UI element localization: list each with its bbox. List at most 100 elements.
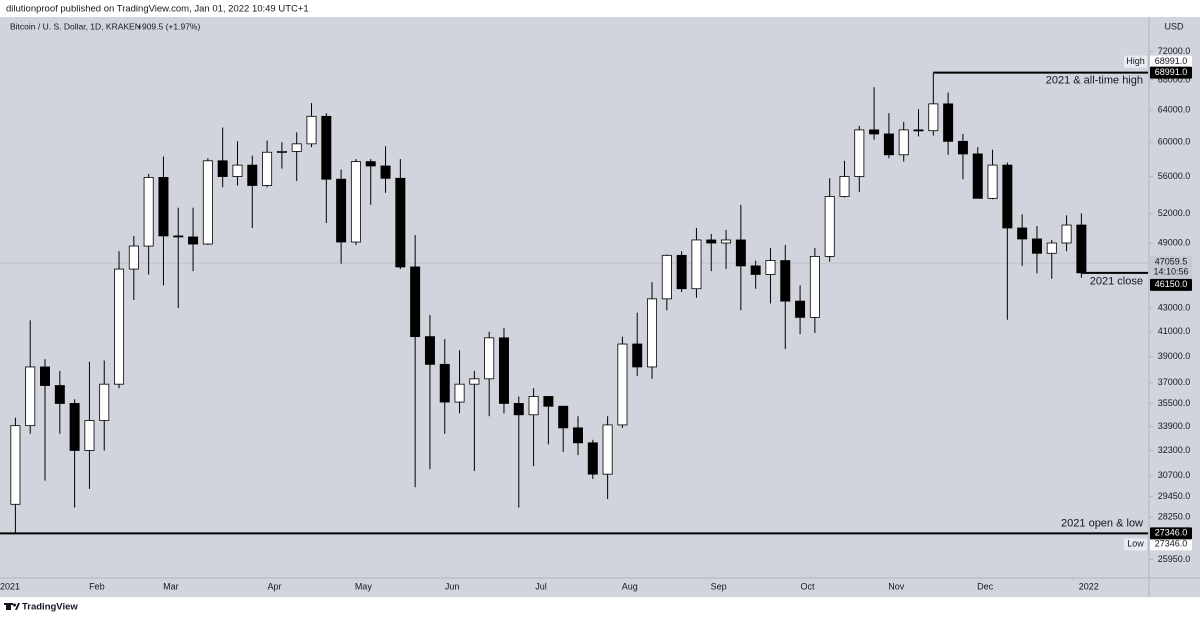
y-tick-label: 39000.0: [1158, 351, 1191, 361]
y-tick-label: 43000.0: [1158, 302, 1191, 312]
candle-body: [869, 129, 880, 135]
candle-body: [276, 150, 287, 153]
candle-body: [40, 366, 51, 386]
candle-body: [291, 143, 302, 152]
candle-body: [913, 129, 924, 132]
candle-body: [809, 255, 820, 318]
y-tick-label: 33900.0: [1158, 421, 1191, 431]
candle-body: [114, 268, 125, 385]
x-tick-label: Jun: [445, 581, 460, 591]
candle-body: [987, 164, 998, 199]
candle-body: [350, 161, 361, 243]
marker-value: 68991.0: [1155, 56, 1188, 66]
x-tick-label: Nov: [888, 581, 905, 591]
candle-body: [128, 245, 139, 270]
level-value-box: [1150, 527, 1192, 540]
x-tick-label: Feb: [89, 581, 105, 591]
x-tick-label: 2022: [1079, 581, 1099, 591]
x-tick-label: Sep: [711, 581, 727, 591]
candles: [10, 72, 1087, 534]
marker-value-box: [1150, 55, 1192, 68]
y-tick-label: 56000.0: [1158, 171, 1191, 181]
candle-body: [617, 343, 628, 426]
candle-body: [232, 164, 243, 177]
candle-body: [306, 115, 317, 145]
candle-body: [1046, 242, 1057, 254]
candle-body: [365, 161, 376, 167]
candle-body: [632, 343, 643, 368]
candle-body: [202, 160, 213, 245]
x-tick-label: Mar: [163, 581, 179, 591]
x-tick-label: Jul: [535, 581, 547, 591]
candle-body: [498, 337, 509, 404]
candle-body: [824, 196, 835, 257]
candle-body: [1061, 224, 1072, 244]
candle-body: [247, 164, 258, 186]
candle-body: [957, 140, 968, 155]
footer-logo: [4, 603, 20, 610]
candle-body: [410, 266, 421, 338]
candle-body: [217, 160, 228, 177]
candle-body: [735, 239, 746, 267]
candle-body: [424, 336, 435, 365]
y-tick-label: 68000.0: [1158, 74, 1191, 84]
level-note: 2021 open & low: [1061, 517, 1143, 529]
candle-body: [158, 177, 169, 237]
candle-body: [661, 254, 672, 300]
candle-body: [1017, 227, 1028, 240]
x-tick-label: Apr: [267, 581, 281, 591]
candle-body: [84, 420, 95, 451]
candle-body: [839, 176, 850, 197]
candle-body: [721, 239, 732, 244]
y-tick-label: 29450.0: [1158, 491, 1191, 501]
candle-body: [54, 385, 65, 404]
header-text: dilutionproof published on TradingView.c…: [6, 4, 309, 15]
level-note: 2021 close: [1090, 276, 1143, 288]
y-unit: USD: [1164, 21, 1184, 31]
candle-body: [573, 427, 583, 444]
candle-body: [321, 115, 332, 180]
candle-body: [336, 178, 347, 243]
y-tick-label: 49000.0: [1158, 237, 1191, 247]
candle-body: [1002, 164, 1013, 229]
y-tick-label: 64000.0: [1158, 104, 1191, 114]
candle-body: [528, 396, 539, 416]
candle-body: [765, 260, 776, 275]
marker-value: 27346.0: [1155, 539, 1188, 549]
x-tick-label: Dec: [977, 581, 994, 591]
candle-body: [676, 254, 687, 290]
footer-brand: TradingView: [22, 602, 78, 613]
candle-body: [780, 260, 791, 302]
level-value-box: [1150, 278, 1192, 291]
candle-body: [25, 366, 36, 427]
y-tick-label: 28250.0: [1158, 512, 1191, 522]
x-tick-label: Oct: [800, 581, 815, 591]
candle-body: [513, 403, 524, 416]
marker-value-box: [1150, 538, 1192, 551]
candle-body: [262, 151, 273, 186]
level-value-box: [1150, 66, 1192, 79]
y-tick-label: 30700.0: [1158, 470, 1191, 480]
candle-body: [99, 383, 110, 421]
candle-body: [10, 425, 21, 505]
candle-body: [943, 103, 954, 142]
level-value: 27346.0: [1155, 528, 1188, 538]
marker-name: High: [1126, 56, 1145, 66]
candle-body: [1076, 224, 1087, 274]
candle-body: [439, 363, 450, 403]
x-tick-label: May: [355, 581, 373, 591]
candle-body: [587, 442, 598, 475]
candle-body: [691, 239, 702, 290]
candle-body: [69, 403, 80, 451]
candle-body: [750, 265, 761, 275]
candle-body: [173, 235, 184, 238]
candle-body: [395, 177, 406, 268]
candle-body: [647, 298, 658, 368]
chart-title: Bitcoin / U. S. Dollar, 1D, KRAKEN: [10, 21, 141, 31]
countdown: 14:10:56: [1153, 266, 1188, 276]
y-tick-label: 52000.0: [1158, 208, 1191, 218]
candle-body: [883, 133, 894, 156]
level-value: 68991.0: [1155, 67, 1188, 77]
candle-body: [454, 383, 465, 403]
